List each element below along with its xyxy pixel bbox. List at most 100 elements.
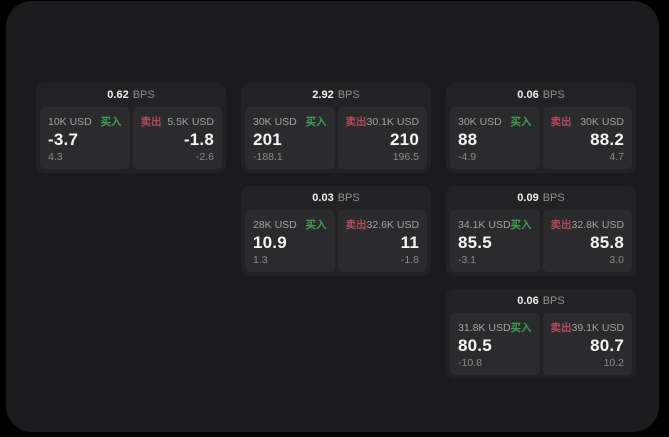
bps-value: 2.92 [312, 89, 334, 101]
sell-quote-tile[interactable]: 卖出 32.8K USD 85.8 3.0 [542, 210, 632, 272]
sell-price: 80.7 [590, 335, 624, 355]
sell-quote-tile[interactable]: 卖出 5.5K USD -1.8 -2.6 [132, 107, 222, 169]
sell-delta: -1.8 [400, 254, 419, 266]
sell-delta: 196.5 [392, 151, 419, 163]
buy-notional: 10K USD [48, 115, 92, 128]
quote-tiles: 30K USD 买入 88 -4.9 卖出 30K USD 88.2 4.7 [446, 104, 636, 173]
sell-notional: 30.1K USD [366, 115, 420, 128]
buy-delta: 1.3 [253, 254, 268, 266]
quote-tiles: 30K USD 买入 201 -188.1 卖出 30.1K USD 210 1… [241, 104, 431, 173]
sell-side-label: 卖出 [345, 219, 367, 231]
buy-tile-header: 31.8K USD 买入 [458, 320, 532, 335]
buy-delta: -188.1 [253, 151, 283, 163]
buy-side-label: 买入 [510, 219, 532, 231]
buy-tile-header: 34.1K USD 买入 [458, 217, 532, 232]
bps-label: BPS [132, 89, 155, 101]
buy-price: 88 [458, 129, 478, 149]
quote-tiles: 28K USD 买入 10.9 1.3 卖出 32.6K USD 11 -1.8 [241, 207, 431, 276]
quote-card: 0.06 BPS 30K USD 买入 88 -4.9 卖出 30K USD 8… [446, 83, 636, 173]
sell-quote-tile[interactable]: 卖出 39.1K USD 80.7 10.2 [542, 313, 632, 375]
sell-price: -1.8 [183, 129, 214, 149]
buy-tile-header: 10K USD 买入 [48, 114, 122, 129]
buy-notional: 34.1K USD [458, 218, 511, 231]
sell-side-label: 卖出 [550, 219, 572, 231]
buy-price: 201 [253, 129, 282, 149]
sell-notional: 32.8K USD [571, 218, 625, 231]
sell-quote-tile[interactable]: 卖出 32.6K USD 11 -1.8 [337, 210, 427, 272]
quote-card: 2.92 BPS 30K USD 买入 201 -188.1 卖出 30.1K … [241, 83, 431, 173]
sell-delta: -2.6 [195, 151, 214, 163]
buy-quote-tile[interactable]: 31.8K USD 买入 80.5 -10.8 [450, 313, 540, 375]
sell-tile-header: 卖出 39.1K USD [551, 320, 625, 335]
card-header: 2.92 BPS [241, 83, 431, 104]
sell-price: 85.8 [590, 232, 624, 252]
card-header: 0.03 BPS [241, 186, 431, 207]
buy-tile-header: 30K USD 买入 [253, 114, 327, 129]
buy-price: 10.9 [253, 232, 287, 252]
sell-notional: 5.5K USD [167, 115, 214, 128]
bps-value: 0.09 [517, 192, 539, 204]
sell-delta: 3.0 [609, 254, 624, 266]
sell-price: 11 [400, 232, 419, 252]
sell-notional: 30K USD [580, 115, 624, 128]
buy-notional: 31.8K USD [458, 321, 511, 334]
bps-label: BPS [542, 192, 565, 204]
buy-side-label: 买入 [100, 116, 122, 128]
app-window: 0.62 BPS 10K USD 买入 -3.7 4.3 卖出 5.5K USD… [6, 1, 659, 432]
buy-price: 85.5 [458, 232, 492, 252]
card-header: 0.09 BPS [446, 186, 636, 207]
sell-price: 210 [390, 129, 419, 149]
buy-notional: 30K USD [253, 115, 297, 128]
quote-tiles: 10K USD 买入 -3.7 4.3 卖出 5.5K USD -1.8 -2.… [36, 104, 226, 173]
buy-delta: -4.9 [458, 151, 477, 163]
buy-side-label: 买入 [305, 219, 327, 231]
quote-card: 0.03 BPS 28K USD 买入 10.9 1.3 卖出 32.6K US… [241, 186, 431, 276]
bps-value: 0.06 [517, 89, 539, 101]
sell-quote-tile[interactable]: 卖出 30.1K USD 210 196.5 [337, 107, 427, 169]
buy-delta: -3.1 [458, 254, 477, 266]
buy-notional: 28K USD [253, 218, 297, 231]
bps-label: BPS [337, 192, 360, 204]
buy-notional: 30K USD [458, 115, 502, 128]
buy-quote-tile[interactable]: 34.1K USD 买入 85.5 -3.1 [450, 210, 540, 272]
buy-side-label: 买入 [510, 116, 532, 128]
bps-label: BPS [542, 295, 565, 307]
buy-quote-tile[interactable]: 30K USD 买入 201 -188.1 [245, 107, 335, 169]
quote-card: 0.06 BPS 31.8K USD 买入 80.5 -10.8 卖出 39.1… [446, 289, 636, 379]
bps-value: 0.03 [312, 192, 334, 204]
buy-side-label: 买入 [305, 116, 327, 128]
bps-label: BPS [542, 89, 565, 101]
sell-side-label: 卖出 [550, 322, 572, 334]
sell-side-label: 卖出 [140, 116, 162, 128]
sell-price: 88.2 [590, 129, 624, 149]
quote-card: 0.62 BPS 10K USD 买入 -3.7 4.3 卖出 5.5K USD… [36, 83, 226, 173]
sell-notional: 32.6K USD [366, 218, 420, 231]
sell-tile-header: 卖出 32.8K USD [551, 217, 625, 232]
buy-side-label: 买入 [510, 322, 532, 334]
sell-quote-tile[interactable]: 卖出 30K USD 88.2 4.7 [542, 107, 632, 169]
bps-value: 0.06 [517, 295, 539, 307]
buy-price: 80.5 [458, 335, 492, 355]
quote-tiles: 34.1K USD 买入 85.5 -3.1 卖出 32.8K USD 85.8… [446, 207, 636, 276]
bps-value: 0.62 [107, 89, 129, 101]
buy-delta: -10.8 [458, 357, 482, 369]
quote-tiles: 31.8K USD 买入 80.5 -10.8 卖出 39.1K USD 80.… [446, 310, 636, 379]
sell-tile-header: 卖出 5.5K USD [141, 114, 215, 129]
buy-quote-tile[interactable]: 28K USD 买入 10.9 1.3 [245, 210, 335, 272]
buy-tile-header: 30K USD 买入 [458, 114, 532, 129]
card-header: 0.06 BPS [446, 83, 636, 104]
sell-tile-header: 卖出 30K USD [551, 114, 625, 129]
bps-label: BPS [337, 89, 360, 101]
buy-quote-tile[interactable]: 10K USD 买入 -3.7 4.3 [40, 107, 130, 169]
buy-price: -3.7 [48, 129, 79, 149]
sell-tile-header: 卖出 30.1K USD [346, 114, 420, 129]
sell-notional: 39.1K USD [571, 321, 625, 334]
sell-delta: 10.2 [603, 357, 624, 369]
sell-delta: 4.7 [609, 151, 624, 163]
buy-tile-header: 28K USD 买入 [253, 217, 327, 232]
card-header: 0.62 BPS [36, 83, 226, 104]
buy-quote-tile[interactable]: 30K USD 买入 88 -4.9 [450, 107, 540, 169]
quote-card: 0.09 BPS 34.1K USD 买入 85.5 -3.1 卖出 32.8K… [446, 186, 636, 276]
quote-grid: 0.62 BPS 10K USD 买入 -3.7 4.3 卖出 5.5K USD… [36, 83, 636, 379]
sell-side-label: 卖出 [345, 116, 367, 128]
